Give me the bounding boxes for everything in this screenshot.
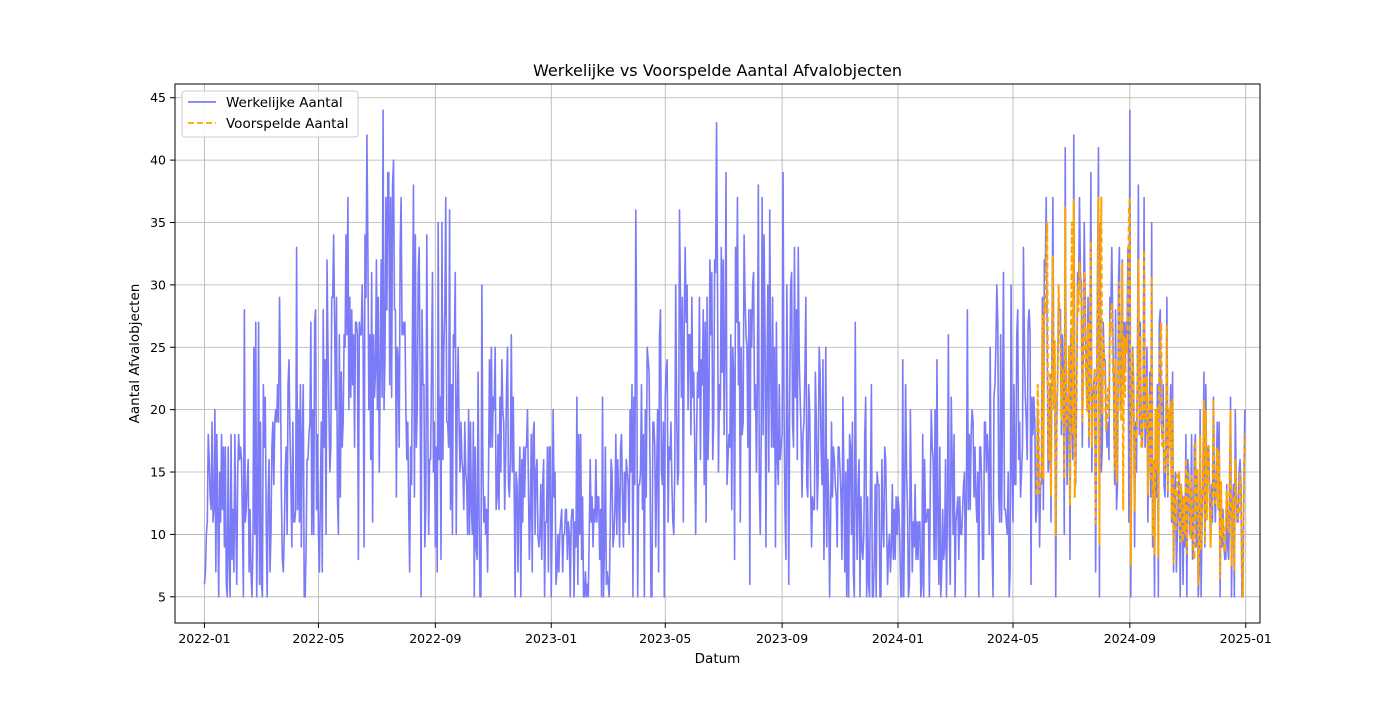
- series-line-voorspelde: [1034, 196, 1246, 598]
- x-tick-label: 2024-05: [987, 631, 1039, 646]
- x-tick-label: 2023-05: [639, 631, 691, 646]
- legend-label-werkelijke: Werkelijke Aantal: [226, 95, 343, 111]
- x-tick-label: 2024-09: [1104, 631, 1156, 646]
- y-tick-label: 35: [150, 215, 166, 230]
- x-tick-label: 2022-09: [409, 631, 461, 646]
- x-tick-label: 2023-01: [525, 631, 577, 646]
- x-tick-label: 2025-01: [1220, 631, 1272, 646]
- y-tick-label: 15: [150, 465, 166, 480]
- axis-ticks: 2022-01 2022-05 2022-09 2023-01 2023-05 2023-…: [150, 90, 1272, 646]
- legend-label-voorspelde: Voorspelde Aantal: [226, 116, 348, 132]
- x-tick-label: 2023-09: [756, 631, 808, 646]
- legend-box: [181, 90, 359, 138]
- chart-title: Werkelijke vs Voorspelde Aantal Afvalobj…: [533, 61, 902, 80]
- plot-frame: [174, 83, 1261, 624]
- y-tick-label: 10: [150, 527, 166, 542]
- y-tick-label: 30: [150, 277, 166, 292]
- y-tick-label: 40: [150, 153, 166, 168]
- x-tick-label: 2022-05: [292, 631, 344, 646]
- y-tick-label: 45: [150, 90, 166, 105]
- series-layer: [203, 109, 1246, 598]
- x-axis-label: Datum: [695, 651, 741, 667]
- y-tick-label: 20: [150, 402, 166, 417]
- x-tick-label: 2022-01: [178, 631, 230, 646]
- series-line-werkelijke: [203, 109, 1246, 598]
- legend: Werkelijke Aantal Voorspelde Aantal: [181, 90, 359, 138]
- x-tick-label: 2024-01: [872, 631, 924, 646]
- y-axis-label: Aantal Afvalobjecten: [127, 284, 143, 424]
- y-tick-label: 5: [158, 589, 166, 604]
- y-tick-label: 25: [150, 340, 166, 355]
